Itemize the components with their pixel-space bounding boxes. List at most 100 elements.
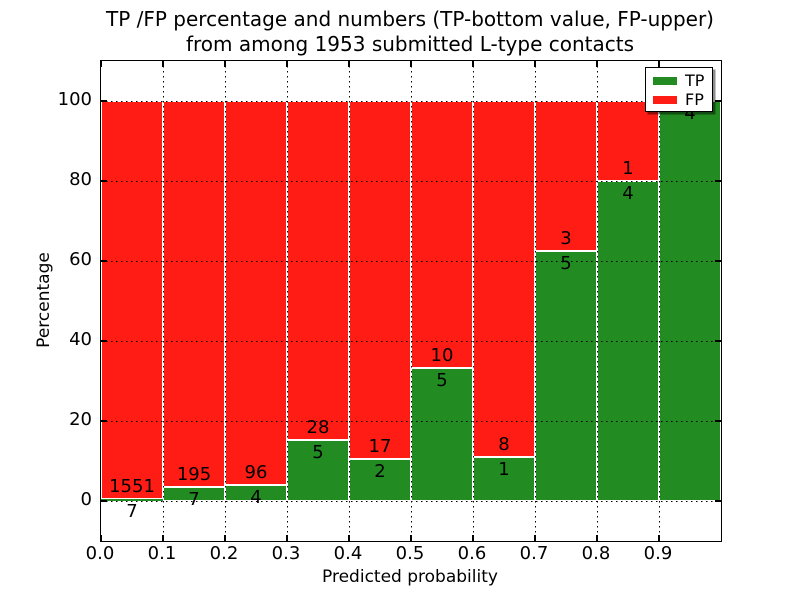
y-tick bbox=[101, 180, 107, 182]
y-tick bbox=[101, 420, 107, 422]
tp-bar-segment bbox=[659, 101, 721, 501]
tp-legend-label: TP bbox=[685, 71, 705, 90]
tp-bar-segment bbox=[101, 499, 163, 501]
tp-count-label: 1 bbox=[498, 458, 510, 480]
tp-count-label: 4 bbox=[622, 183, 634, 204]
y-tick bbox=[715, 100, 721, 102]
fp-bar-segment bbox=[225, 101, 287, 485]
x-tick-label: 0.6 bbox=[457, 543, 487, 564]
y-gridline bbox=[101, 180, 721, 182]
x-tick bbox=[410, 61, 412, 67]
y-gridline bbox=[101, 420, 721, 422]
y-tick-label: 100 bbox=[57, 89, 92, 110]
fp-legend-label: FP bbox=[685, 90, 704, 109]
fp-count-label: 1551 bbox=[109, 476, 155, 498]
y-gridline bbox=[101, 100, 721, 102]
legend: TP FP bbox=[645, 67, 713, 112]
x-tick bbox=[162, 61, 164, 67]
tp-bar-segment bbox=[349, 458, 411, 501]
fp-bar-segment bbox=[349, 101, 411, 459]
x-tick bbox=[472, 61, 474, 67]
x-tick bbox=[100, 535, 102, 541]
x-tick bbox=[162, 535, 164, 541]
chart-title: TP /FP percentage and numbers (TP-bottom… bbox=[100, 7, 720, 57]
x-tick-label: 0.0 bbox=[85, 543, 115, 564]
fp-bar-segment bbox=[163, 101, 225, 488]
x-tick bbox=[658, 61, 660, 67]
y-tick bbox=[715, 420, 721, 422]
fp-count-label: 195 bbox=[176, 464, 212, 486]
x-tick-label: 0.7 bbox=[519, 543, 549, 564]
tp-count-label: 5 bbox=[436, 369, 448, 391]
x-gridline bbox=[286, 61, 288, 541]
y-gridline bbox=[101, 260, 721, 262]
tp-legend-swatch bbox=[653, 76, 677, 85]
tp-count-label: 5 bbox=[312, 442, 324, 464]
tp-bar-segment bbox=[535, 251, 597, 501]
x-tick bbox=[286, 535, 288, 541]
y-tick-label: 80 bbox=[69, 169, 92, 190]
y-tick-label: 60 bbox=[69, 249, 92, 270]
x-tick bbox=[286, 61, 288, 67]
y-tick bbox=[101, 260, 107, 262]
y-tick bbox=[101, 100, 107, 102]
y-tick-label: 40 bbox=[69, 329, 92, 350]
y-tick bbox=[101, 340, 107, 342]
x-gridline bbox=[658, 61, 660, 541]
x-tick-label: 0.5 bbox=[395, 543, 425, 564]
tp-count-label: 4 bbox=[250, 487, 262, 508]
x-tick-label: 0.8 bbox=[581, 543, 611, 564]
tp-count-label: 7 bbox=[188, 489, 200, 511]
y-tick-label: 0 bbox=[80, 489, 92, 510]
y-tick-label: 20 bbox=[69, 409, 92, 430]
tp-count-label: 7 bbox=[126, 501, 138, 523]
fp-bar-segment bbox=[535, 101, 597, 251]
x-tick-label: 0.4 bbox=[333, 543, 363, 564]
x-tick bbox=[596, 535, 598, 541]
x-tick bbox=[348, 535, 350, 541]
x-gridline bbox=[472, 61, 474, 541]
fp-count-label: 8 bbox=[498, 433, 510, 455]
plot-area: 1551 7 195 7 96 4 28 5 17 2 10 5 8 1 3 5 1 4 4 bbox=[100, 60, 722, 542]
y-gridline bbox=[101, 340, 721, 342]
y-tick bbox=[715, 180, 721, 182]
x-gridline bbox=[410, 61, 412, 541]
x-tick bbox=[596, 61, 598, 67]
x-gridline bbox=[162, 61, 164, 541]
x-gridline bbox=[534, 61, 536, 541]
fp-count-label: 10 bbox=[430, 344, 454, 366]
x-tick-label: 0.2 bbox=[209, 543, 239, 564]
x-axis-label: Predicted probability bbox=[322, 567, 498, 587]
legend-item-fp: FP bbox=[653, 91, 705, 108]
x-tick bbox=[348, 61, 350, 67]
x-tick bbox=[410, 535, 412, 541]
x-tick bbox=[534, 535, 536, 541]
fp-legend-swatch bbox=[653, 95, 677, 104]
fp-count-label: 17 bbox=[368, 435, 392, 457]
fp-count-label: 96 bbox=[244, 462, 268, 483]
fp-count-label: 3 bbox=[560, 228, 572, 249]
fp-bar-segment bbox=[473, 101, 535, 457]
legend-item-tp: TP bbox=[653, 72, 705, 89]
x-tick-label: 0.1 bbox=[147, 543, 177, 564]
x-tick bbox=[658, 535, 660, 541]
fp-bar-segment bbox=[411, 101, 473, 368]
fp-bar-segment bbox=[101, 101, 163, 500]
x-gridline bbox=[224, 61, 226, 541]
y-gridline bbox=[101, 500, 721, 502]
tp-bar-segment bbox=[411, 367, 473, 501]
fp-bar-segment bbox=[287, 101, 349, 441]
x-gridline bbox=[596, 61, 598, 541]
fp-count-label: 1 bbox=[622, 158, 634, 179]
y-tick bbox=[715, 500, 721, 502]
x-tick bbox=[224, 61, 226, 67]
x-tick bbox=[534, 61, 536, 67]
x-tick-label: 0.9 bbox=[643, 543, 673, 564]
y-tick bbox=[101, 500, 107, 502]
x-tick bbox=[224, 535, 226, 541]
x-tick-label: 0.3 bbox=[271, 543, 301, 564]
x-tick bbox=[472, 535, 474, 541]
fp-bar-segment bbox=[597, 101, 659, 181]
fp-count-label: 28 bbox=[306, 417, 330, 439]
